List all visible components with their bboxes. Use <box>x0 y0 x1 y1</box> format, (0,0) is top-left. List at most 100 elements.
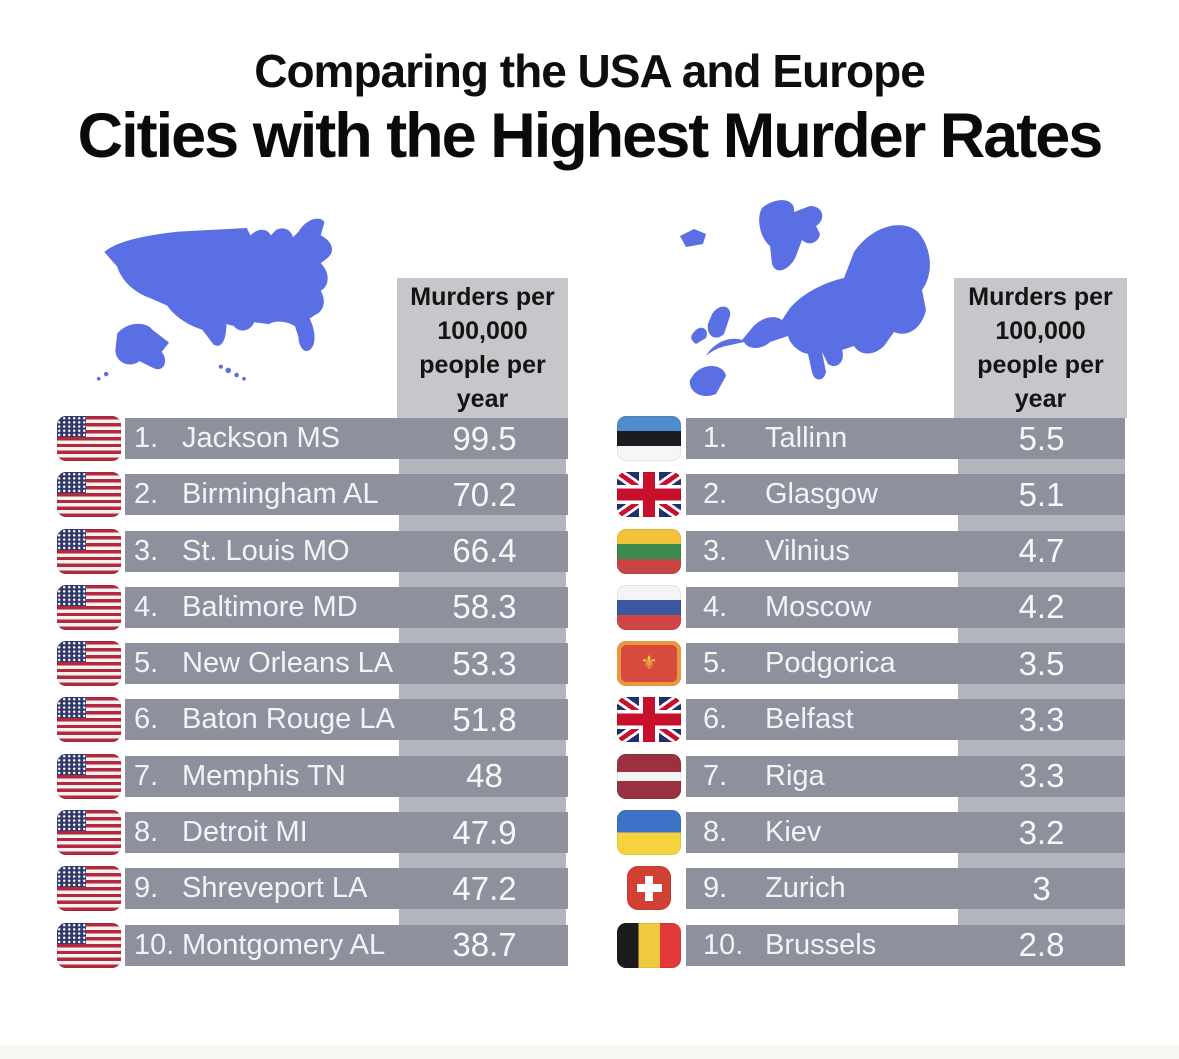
table-row: 4. Baltimore MD 58.3 <box>57 584 568 630</box>
row-city: St. Louis MO <box>182 534 350 567</box>
table-row: 5. New Orleans LA 53.3 <box>57 641 568 687</box>
row-rank: 10. <box>703 928 744 961</box>
row-rank: 1. <box>134 422 159 454</box>
table-row: 6. Baton Rouge LA 51.8 <box>57 697 568 743</box>
row-band: 3. Vilnius 4.7 <box>686 530 1125 572</box>
row-band: 1. Jackson MS 99.5 <box>125 418 568 459</box>
table-row: 8. Detroit MI 47.9 <box>57 810 568 856</box>
table-row: 1. Tallinn 5.5 <box>617 416 1125 461</box>
row-rank: 6. <box>134 703 159 736</box>
row-rank: 9. <box>134 872 159 905</box>
usa-flag-icon <box>57 922 121 968</box>
belgium-flag-icon <box>617 922 681 968</box>
table-row: 6. Belfast 3.3 <box>617 697 1125 743</box>
row-rank: 2. <box>134 478 159 511</box>
row-city: Riga <box>765 759 825 792</box>
lithuania-flag-icon <box>617 528 681 574</box>
row-rank: 5. <box>703 647 728 680</box>
table-row: 10. Montgomery AL 38.7 <box>57 922 568 968</box>
row-rank: 2. <box>703 478 728 511</box>
row-city: Birmingham AL <box>182 478 379 511</box>
row-band: 9. Shreveport LA 47.2 <box>125 868 568 910</box>
row-value: 3.2 <box>1018 813 1065 851</box>
row-value: 2.8 <box>1018 926 1065 964</box>
row-value: 51.8 <box>452 700 517 738</box>
row-value: 47.2 <box>452 869 517 907</box>
row-band: 10. Montgomery AL 38.7 <box>125 924 568 966</box>
europe-value-column-header: Murders per 100,000 people per year <box>954 278 1127 418</box>
table-row: 3. Vilnius 4.7 <box>617 528 1125 574</box>
table-row: 10. Brussels 2.8 <box>617 922 1125 968</box>
row-value: 3.3 <box>1018 757 1065 795</box>
usa-map-icon <box>96 218 332 381</box>
row-value: 3.3 <box>1018 700 1065 738</box>
table-row: 9. Shreveport LA 47.2 <box>57 866 568 912</box>
europe-table: Murders per 100,000 people per year 1. T… <box>617 277 1127 977</box>
row-city: Tallinn <box>765 422 848 454</box>
row-value: 3.5 <box>1018 644 1065 682</box>
switzerland-flag-icon <box>627 866 671 911</box>
europe-rows: 1. Tallinn 5.5 2. Glasgow 5.1 <box>617 416 1125 968</box>
row-city: Moscow <box>765 590 872 623</box>
uk-flag-icon <box>617 472 681 518</box>
table-row: 1. Jackson MS 99.5 <box>57 416 568 461</box>
usa-flag-icon <box>57 528 121 574</box>
row-value: 38.7 <box>452 926 517 964</box>
page-title: Cities with the Highest Murder Rates <box>77 101 1104 171</box>
usa-flag-icon <box>57 866 121 912</box>
row-city: Glasgow <box>765 478 878 511</box>
usa-rows: 1. Jackson MS 99.5 2. Birmingham AL 70.2 <box>57 416 568 968</box>
row-rank: 8. <box>134 816 159 849</box>
row-city: Memphis TN <box>182 759 346 792</box>
row-rank: 9. <box>703 872 728 905</box>
row-city: Baltimore MD <box>182 590 358 623</box>
row-band: 2. Glasgow 5.1 <box>686 474 1125 516</box>
row-rank: 7. <box>134 759 159 792</box>
table-row: 7. Memphis TN 48 <box>57 753 568 799</box>
row-value: 5.1 <box>1018 475 1065 513</box>
latvia-flag-icon <box>617 753 681 799</box>
row-band: 5. Podgorica 3.5 <box>686 643 1125 685</box>
usa-flag-icon <box>57 753 121 799</box>
row-value: 47.9 <box>452 813 517 851</box>
row-rank: 1. <box>703 422 728 454</box>
row-band: 4. Moscow 4.2 <box>686 586 1125 628</box>
row-band: 6. Belfast 3.3 <box>686 699 1125 741</box>
row-rank: 8. <box>703 816 728 849</box>
row-city: Baton Rouge LA <box>182 703 395 736</box>
row-band: 1. Tallinn 5.5 <box>686 418 1125 459</box>
row-city: Zurich <box>765 872 846 905</box>
row-city: Brussels <box>765 928 877 961</box>
europe-map-icon <box>680 200 930 397</box>
row-rank: 6. <box>703 703 728 736</box>
bottom-band <box>0 1045 1179 1059</box>
row-value: 3 <box>1032 869 1051 907</box>
estonia-flag-icon <box>617 416 681 461</box>
row-value: 70.2 <box>452 475 517 513</box>
usa-flag-icon <box>57 641 121 687</box>
row-rank: 4. <box>134 590 159 623</box>
table-row: 8. Kiev 3.2 <box>617 810 1125 856</box>
row-rank: 5. <box>134 647 159 680</box>
row-rank: 10. <box>134 928 175 961</box>
row-band: 8. Kiev 3.2 <box>686 812 1125 854</box>
row-value: 66.4 <box>452 532 517 570</box>
row-rank: 3. <box>134 534 159 567</box>
usa-flag-icon <box>57 416 121 461</box>
row-value: 58.3 <box>452 588 517 626</box>
row-value: 48 <box>466 757 503 795</box>
row-value: 4.2 <box>1018 588 1065 626</box>
row-city: Kiev <box>765 816 822 849</box>
row-value: 4.7 <box>1018 532 1065 570</box>
montenegro-flag-icon <box>617 641 681 687</box>
row-city: Jackson MS <box>182 422 340 454</box>
row-band: 10. Brussels 2.8 <box>686 924 1125 966</box>
row-rank: 7. <box>703 759 728 792</box>
ukraine-flag-icon <box>617 810 681 856</box>
table-row: 2. Glasgow 5.1 <box>617 472 1125 518</box>
usa-flag-icon <box>57 584 121 630</box>
russia-flag-icon <box>617 584 681 630</box>
row-band: 4. Baltimore MD 58.3 <box>125 586 568 628</box>
row-band: 8. Detroit MI 47.9 <box>125 812 568 854</box>
